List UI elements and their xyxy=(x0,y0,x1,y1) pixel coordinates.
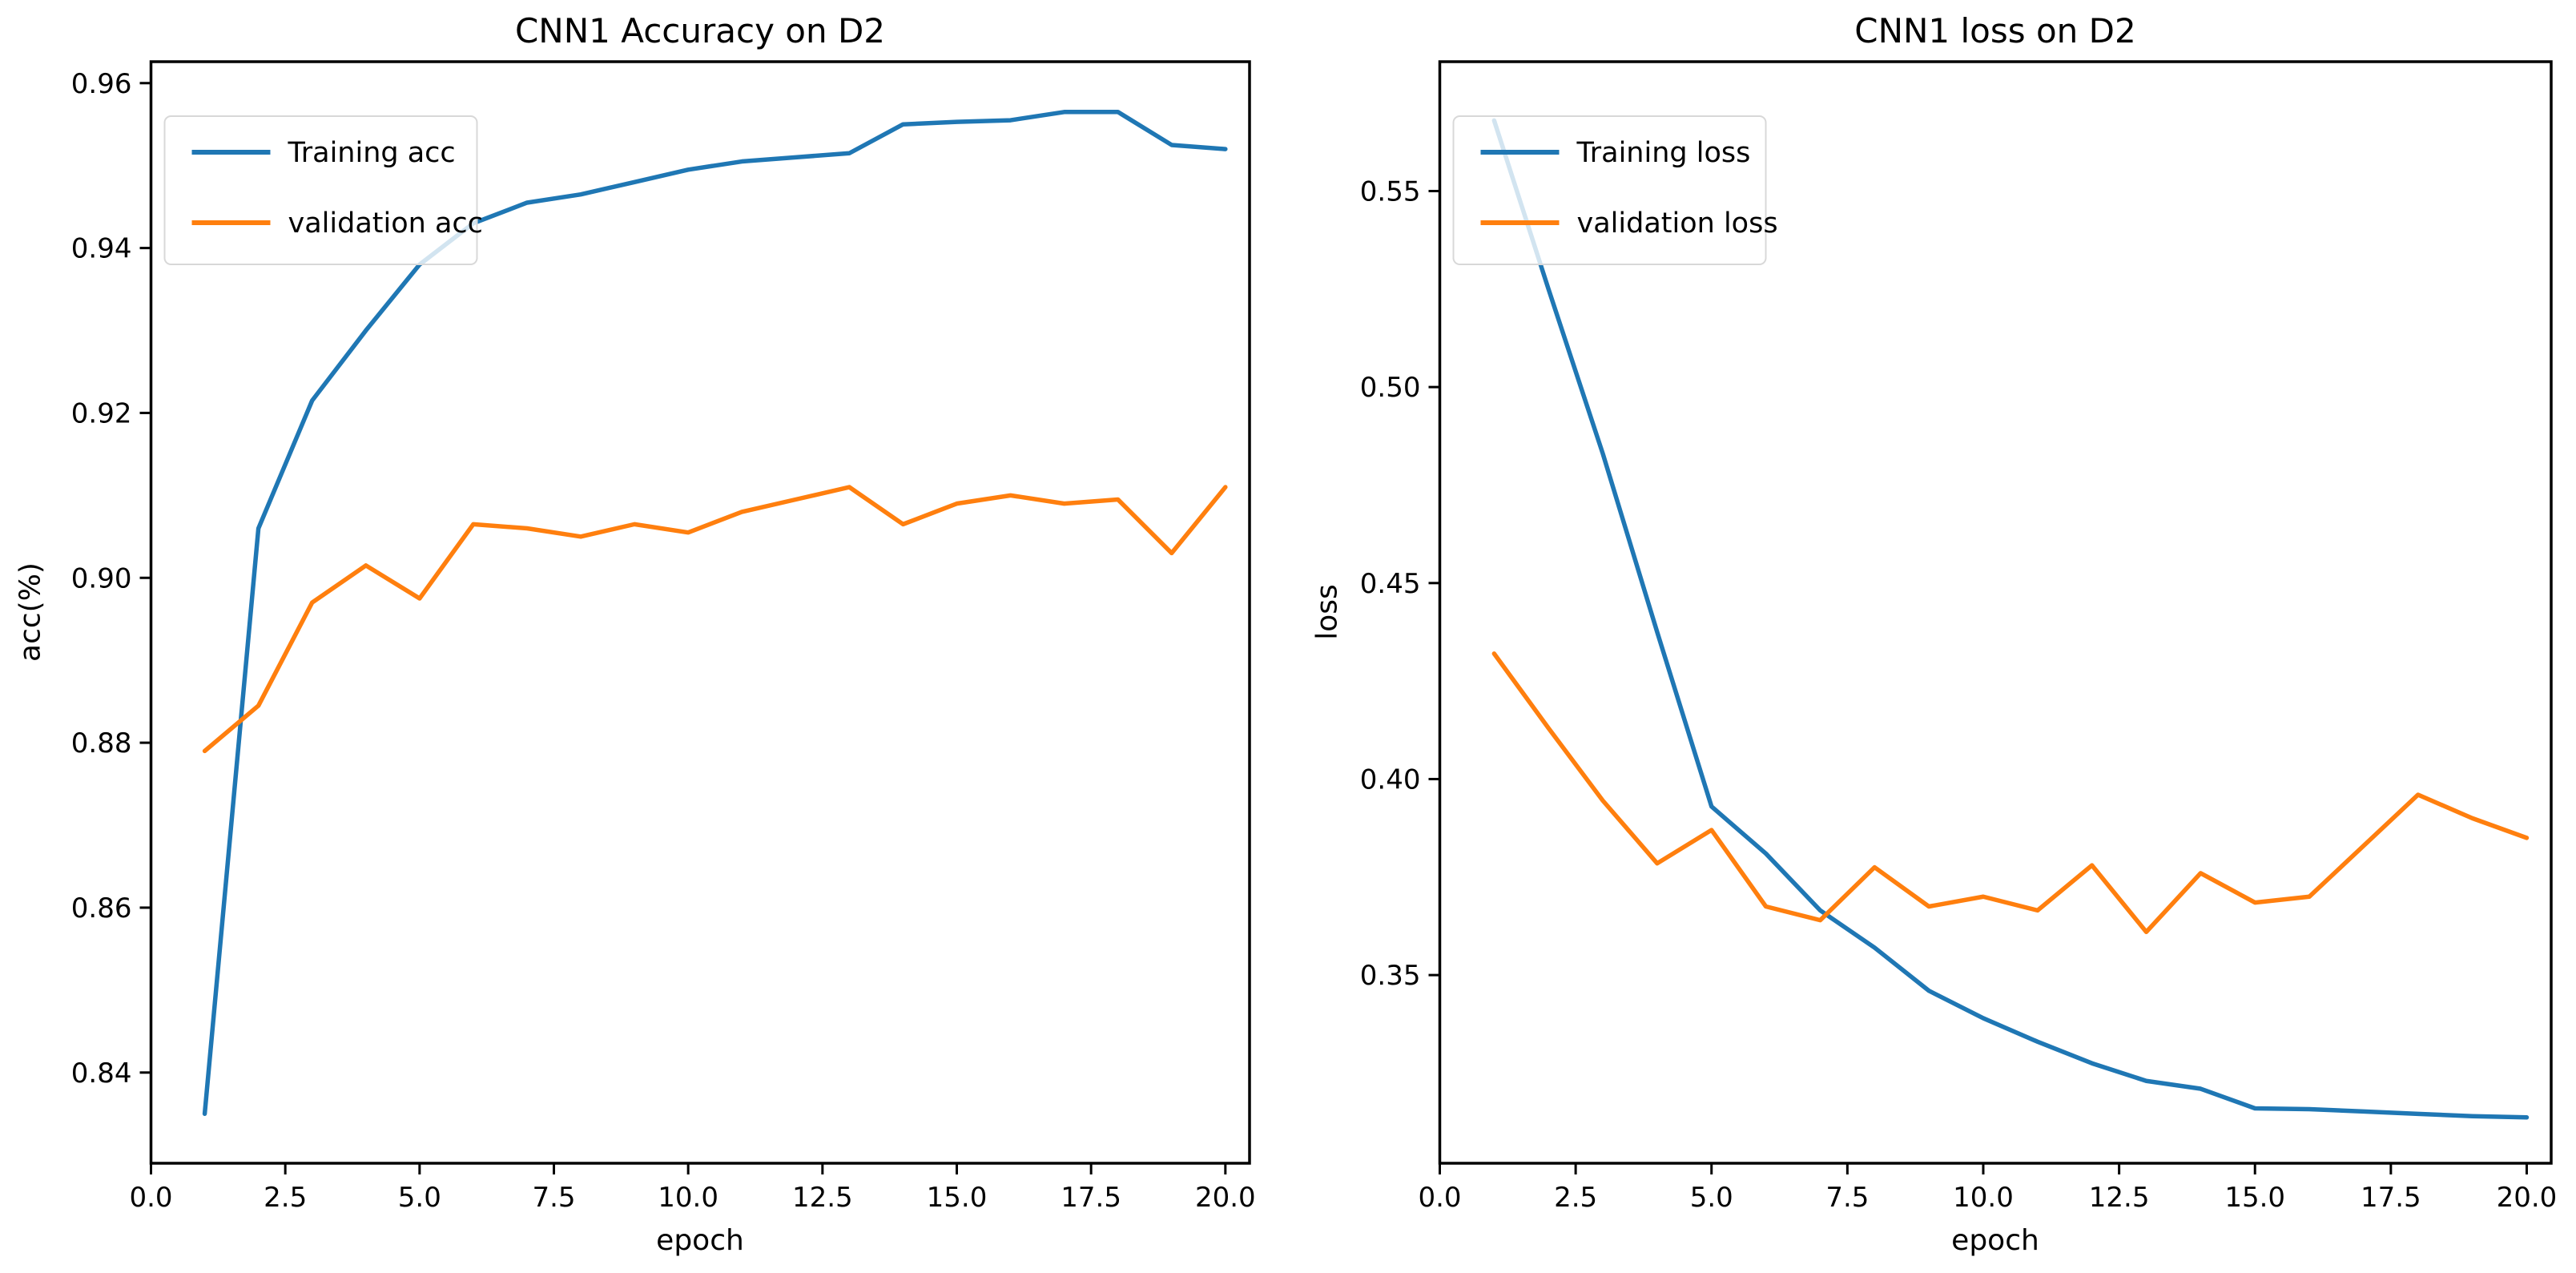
series-line-validation xyxy=(202,485,1228,754)
x-tick-label: 5.0 xyxy=(398,1182,441,1214)
y-tick-label: 0.55 xyxy=(1360,175,1421,207)
y-tick-label: 0.50 xyxy=(1360,372,1421,404)
x-tick-label: 0.0 xyxy=(1418,1182,1461,1214)
x-tick-label: 7.5 xyxy=(532,1182,575,1214)
accuracy-chart-title: CNN1 Accuracy on D2 xyxy=(514,11,886,50)
y-tick-label: 0.45 xyxy=(1360,568,1421,600)
x-tick-label: 10.0 xyxy=(1953,1182,2014,1214)
x-tick-label: 5.0 xyxy=(1690,1182,1733,1214)
y-tick-label: 0.96 xyxy=(71,68,132,100)
axes-spine xyxy=(149,60,1251,1165)
x-tick-label: 20.0 xyxy=(2497,1182,2558,1214)
x-tick-label: 10.0 xyxy=(658,1182,718,1214)
x-tick-label: 2.5 xyxy=(1554,1182,1597,1214)
y-tick-label: 0.94 xyxy=(71,233,132,265)
y-tick-label: 0.35 xyxy=(1360,960,1421,992)
x-tick-label: 12.5 xyxy=(792,1182,853,1214)
loss-y-axis-label: loss xyxy=(1310,584,1344,640)
y-tick-label: 0.88 xyxy=(71,727,132,759)
accuracy-x-axis-label: epoch xyxy=(656,1224,744,1257)
x-tick-label: 17.5 xyxy=(1061,1182,1121,1214)
loss-x-axis-label: epoch xyxy=(1951,1224,2039,1257)
x-tick-label: 12.5 xyxy=(2089,1182,2150,1214)
series-line-validation xyxy=(1491,651,2530,935)
accuracy-chart: 0.0 2.5 5.0 7.5 10.0 12.5 15.0 17.5 20.0 0.84 0.86… xyxy=(71,60,1256,1214)
x-tick-label: 15.0 xyxy=(2224,1182,2285,1214)
axes-spine xyxy=(1438,60,2553,1165)
loss-chart: 0.0 2.5 5.0 7.5 10.0 12.5 15.0 17.5 20.0 0.35 0.40… xyxy=(1360,60,2558,1214)
y-tick-label: 0.90 xyxy=(71,562,132,594)
y-tick-label: 0.86 xyxy=(71,892,132,925)
x-tick-label: 20.0 xyxy=(1195,1182,1256,1214)
x-tick-label: 2.5 xyxy=(264,1182,307,1214)
legend-label: validation acc xyxy=(288,207,483,240)
accuracy-y-axis-label: acc(%) xyxy=(14,562,47,662)
x-tick-label: 7.5 xyxy=(1825,1182,1869,1214)
loss-chart-title: CNN1 loss on D2 xyxy=(1854,11,2136,50)
y-tick-label: 0.40 xyxy=(1360,763,1421,796)
series-line-training xyxy=(1491,118,2530,1120)
x-tick-label: 0.0 xyxy=(129,1182,172,1214)
series-line-training xyxy=(202,110,1228,1116)
legend-label: Training acc xyxy=(288,137,456,169)
legend-label: Training loss xyxy=(1576,137,1751,169)
y-tick-label: 0.84 xyxy=(71,1057,132,1090)
y-tick-label: 0.92 xyxy=(71,397,132,429)
x-tick-label: 15.0 xyxy=(927,1182,988,1214)
legend-label: validation loss xyxy=(1577,207,1778,240)
x-tick-label: 17.5 xyxy=(2361,1182,2421,1214)
